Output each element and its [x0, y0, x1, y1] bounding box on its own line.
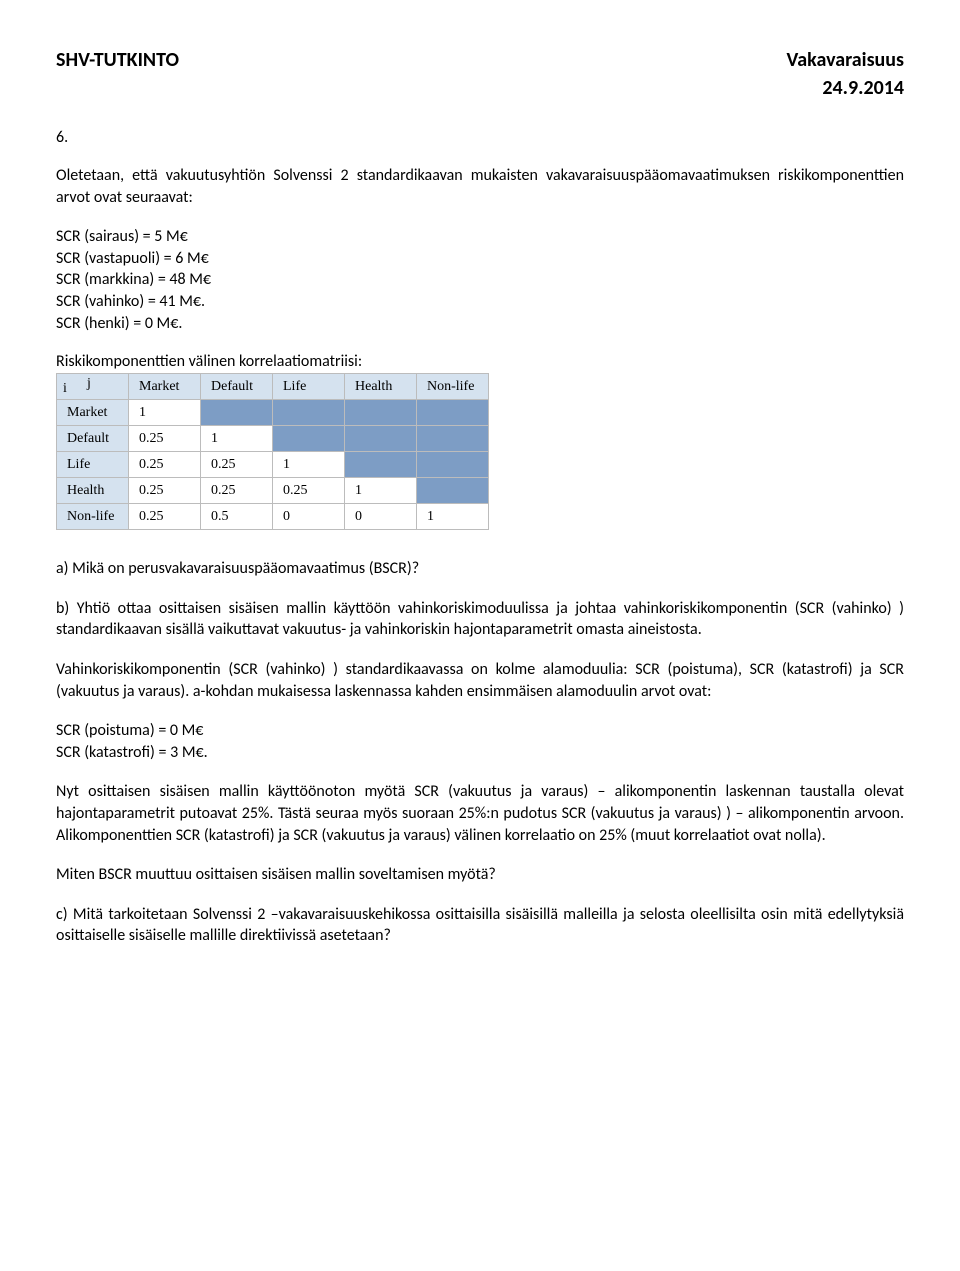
- matrix-row-header: Life: [57, 452, 129, 478]
- matrix-cell: 0: [345, 504, 417, 530]
- scr-sub-line: SCR (poistuma) = 0 M€: [56, 720, 904, 742]
- matrix-cell: [273, 426, 345, 452]
- matrix-cell: [201, 400, 273, 426]
- matrix-row-header: Health: [57, 478, 129, 504]
- matrix-cell: 0.25: [129, 452, 201, 478]
- scr-sub-list: SCR (poistuma) = 0 M€ SCR (katastrofi) =…: [56, 720, 904, 763]
- matrix-label: Riskikomponenttien välinen korrelaatioma…: [56, 352, 904, 371]
- doc-title-right: Vakavaraisuus: [787, 48, 904, 72]
- part-b-p2: Vahinkoriskikomponentin (SCR (vahinko) )…: [56, 659, 904, 702]
- matrix-col-header: Market: [129, 374, 201, 400]
- matrix-row-header: Default: [57, 426, 129, 452]
- matrix-cell: 0.25: [201, 478, 273, 504]
- matrix-cell: 1: [417, 504, 489, 530]
- doc-title-left: SHV-TUTKINTO: [56, 48, 179, 72]
- part-b-question: Miten BSCR muuttuu osittaisen sisäisen m…: [56, 864, 904, 886]
- scr-line: SCR (vahinko) = 41 M€.: [56, 291, 904, 313]
- scr-line: SCR (markkina) = 48 M€: [56, 269, 904, 291]
- matrix-cell: 0.25: [273, 478, 345, 504]
- matrix-cell: [345, 452, 417, 478]
- matrix-cell: 0: [273, 504, 345, 530]
- intro-paragraph: Oletetaan, että vakuutusyhtiön Solvenssi…: [56, 165, 904, 208]
- matrix-col-header: Life: [273, 374, 345, 400]
- matrix-cell: [345, 426, 417, 452]
- correlation-matrix: jiMarketDefaultLifeHealthNon-lifeMarket1…: [56, 373, 489, 530]
- matrix-cell: [345, 400, 417, 426]
- scr-line: SCR (sairaus) = 5 M€: [56, 226, 904, 248]
- matrix-cell: 0.25: [129, 478, 201, 504]
- matrix-cell: [273, 400, 345, 426]
- matrix-cell: 0.25: [201, 452, 273, 478]
- scr-line: SCR (vastapuoli) = 6 M€: [56, 248, 904, 270]
- matrix-cell: 1: [129, 400, 201, 426]
- doc-date: 24.9.2014: [56, 76, 904, 100]
- matrix-col-header: Non-life: [417, 374, 489, 400]
- matrix-cell: 0.25: [129, 504, 201, 530]
- matrix-cell: [417, 426, 489, 452]
- matrix-cell: 0.25: [129, 426, 201, 452]
- scr-line: SCR (henki) = 0 M€.: [56, 313, 904, 335]
- scr-values-list: SCR (sairaus) = 5 M€ SCR (vastapuoli) = …: [56, 226, 904, 334]
- matrix-cell: 1: [345, 478, 417, 504]
- matrix-col-header: Health: [345, 374, 417, 400]
- matrix-cell: [417, 478, 489, 504]
- matrix-col-header: Default: [201, 374, 273, 400]
- scr-sub-line: SCR (katastrofi) = 3 M€.: [56, 742, 904, 764]
- matrix-row-header: Non-life: [57, 504, 129, 530]
- matrix-cell: [417, 452, 489, 478]
- matrix-cell: 1: [273, 452, 345, 478]
- part-a: a) Mikä on perusvakavaraisuuspääomavaati…: [56, 558, 904, 580]
- matrix-cell: 0.5: [201, 504, 273, 530]
- matrix-corner-ij: ji: [57, 374, 129, 400]
- part-b-p1: b) Yhtiö ottaa osittaisen sisäisen malli…: [56, 598, 904, 641]
- question-number: 6.: [56, 128, 904, 147]
- matrix-cell: [417, 400, 489, 426]
- part-c: c) Mitä tarkoitetaan Solvenssi 2 –vakava…: [56, 904, 904, 947]
- matrix-row-header: Market: [57, 400, 129, 426]
- part-b-p3: Nyt osittaisen sisäisen mallin käyttööno…: [56, 781, 904, 846]
- matrix-cell: 1: [201, 426, 273, 452]
